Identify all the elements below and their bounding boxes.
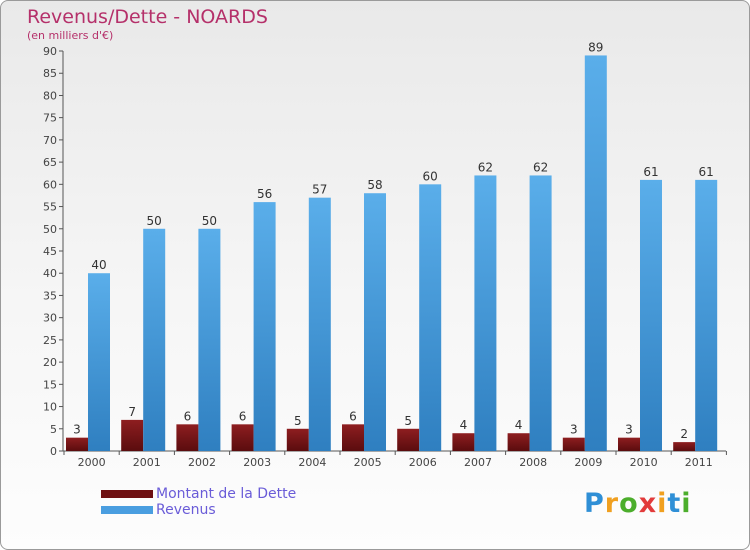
revenue-value-label: 89 <box>588 40 603 54</box>
revenue-bar <box>640 179 662 451</box>
legend-swatch-revenue <box>101 506 153 514</box>
x-tick-label: 2009 <box>574 456 602 469</box>
debt-value-label: 4 <box>460 418 468 432</box>
chart-subtitle: (en milliers d'€) <box>27 29 114 42</box>
debt-bar <box>507 433 530 451</box>
logo-letter: t <box>667 488 682 519</box>
debt-value-label: 3 <box>73 423 81 437</box>
x-tick-label: 2008 <box>519 456 547 469</box>
debt-value-label: 5 <box>294 414 302 428</box>
x-tick-label: 2010 <box>630 456 658 469</box>
x-tick-label: 2003 <box>243 456 271 469</box>
logo-letter: x <box>638 488 658 519</box>
y-tick-label: 15 <box>43 378 57 391</box>
revenue-value-label: 56 <box>257 187 272 201</box>
revenue-value-label: 60 <box>423 169 438 183</box>
y-tick-label: 5 <box>50 423 57 436</box>
y-tick-label: 90 <box>43 45 57 58</box>
bars <box>66 55 718 452</box>
y-tick-label: 10 <box>43 401 57 414</box>
debt-bar <box>121 419 144 451</box>
debt-bar <box>231 424 254 451</box>
y-tick-label: 60 <box>43 178 57 191</box>
revenue-value-label: 62 <box>478 160 493 174</box>
debt-bar <box>66 437 88 451</box>
y-tick-label: 70 <box>43 134 57 147</box>
x-tick-label: 2004 <box>298 456 326 469</box>
y-tick-label: 85 <box>43 67 57 80</box>
revenue-value-label: 50 <box>202 214 217 228</box>
debt-bar <box>176 424 199 451</box>
debt-bar <box>562 437 585 451</box>
debt-bar <box>452 433 475 451</box>
revenue-value-label: 40 <box>91 258 106 272</box>
revenue-value-label: 50 <box>147 214 162 228</box>
revenue-value-label: 61 <box>643 165 658 179</box>
proxiti-logo: Proxiti <box>584 488 692 519</box>
x-tick-label: 2011 <box>685 456 713 469</box>
debt-bar <box>342 424 364 451</box>
revenue-bar <box>364 193 386 451</box>
debt-bar <box>673 442 696 451</box>
debt-bar <box>397 428 420 451</box>
y-tick-label: 35 <box>43 289 57 302</box>
y-tick-label: 25 <box>43 334 57 347</box>
legend-swatch-debt <box>101 490 153 498</box>
y-tick-label: 45 <box>43 245 57 258</box>
logo-letter: r <box>604 488 620 519</box>
logo-letter: i <box>657 488 668 519</box>
revenue-value-label: 62 <box>533 160 548 174</box>
legend-label-revenue: Revenus <box>156 502 216 518</box>
revenue-bar <box>584 55 607 451</box>
debt-value-label: 5 <box>404 414 412 428</box>
logo-letter: o <box>619 488 639 519</box>
revenue-value-label: 57 <box>312 183 327 197</box>
x-tick-label: 2007 <box>464 456 492 469</box>
debt-value-label: 4 <box>515 418 523 432</box>
x-tick-label: 2005 <box>354 456 382 469</box>
x-tick-label: 2006 <box>409 456 437 469</box>
revenue-value-label: 58 <box>367 178 382 192</box>
debt-value-label: 6 <box>349 409 357 423</box>
debt-bar <box>286 428 309 451</box>
revenue-bar <box>695 179 718 451</box>
axes: 0510152025303540455055606570758085902000… <box>43 45 727 469</box>
logo-letter: P <box>584 488 605 519</box>
revenue-bar <box>529 175 552 451</box>
data-labels: 3 40 7 50 6 50 6 56 5 57 6 58 5 60 4 62 4 62 3 89 3 61 2 61 <box>73 40 714 441</box>
x-tick-label: 2001 <box>133 456 161 469</box>
y-tick-label: 75 <box>43 112 57 125</box>
y-tick-label: 50 <box>43 223 57 236</box>
chart-title: Revenus/Dette - NOARDS <box>27 6 268 28</box>
debt-value-label: 6 <box>239 409 247 423</box>
debt-value-label: 3 <box>570 423 578 437</box>
revenue-bar <box>419 184 442 452</box>
revenue-bar <box>474 175 497 451</box>
debt-value-label: 2 <box>680 427 688 441</box>
revenue-value-label: 61 <box>699 165 714 179</box>
debt-value-label: 6 <box>184 409 192 423</box>
y-tick-label: 65 <box>43 156 57 169</box>
y-tick-label: 55 <box>43 201 57 214</box>
revenue-bar <box>88 273 110 451</box>
revenue-bar <box>253 202 276 451</box>
debt-value-label: 7 <box>128 405 136 419</box>
debt-bar <box>618 437 640 451</box>
y-tick-label: 20 <box>43 356 57 369</box>
y-tick-label: 80 <box>43 89 57 102</box>
y-tick-label: 0 <box>50 445 57 458</box>
revenue-bar <box>143 228 166 451</box>
revenue-bar <box>308 197 331 451</box>
y-tick-label: 30 <box>43 312 57 325</box>
x-tick-label: 2000 <box>78 456 106 469</box>
logo-letter: i <box>681 488 692 519</box>
legend-label-debt: Montant de la Dette <box>156 486 297 502</box>
revenue-bar <box>198 228 221 451</box>
y-tick-label: 40 <box>43 267 57 280</box>
x-tick-label: 2002 <box>188 456 216 469</box>
debt-value-label: 3 <box>625 423 633 437</box>
